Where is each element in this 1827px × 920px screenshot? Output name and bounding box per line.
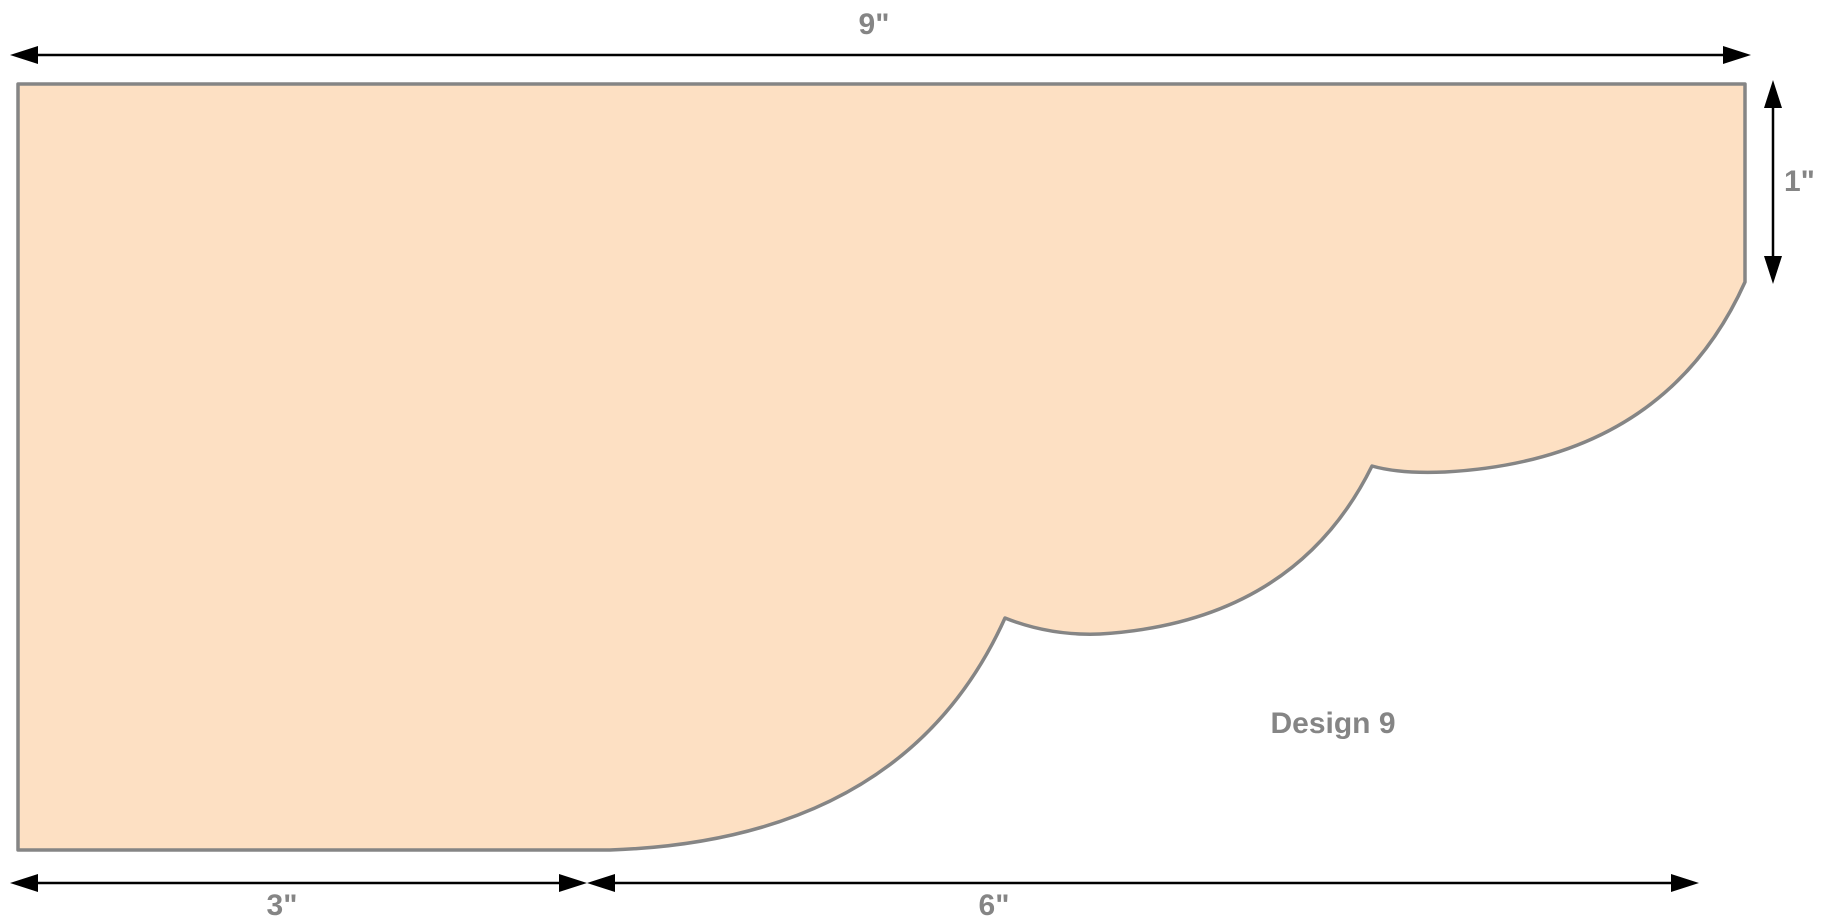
flat-bottom-label: 3" xyxy=(267,889,298,920)
design-title: Design 9 xyxy=(1270,707,1395,740)
arrow-left-icon xyxy=(587,874,615,892)
arrow-right-icon xyxy=(1723,46,1751,64)
arrow-right-icon xyxy=(1671,874,1699,892)
curved-span-dimension: 6" xyxy=(587,874,1699,920)
height-label: 1" xyxy=(1784,165,1815,198)
arrow-up-icon xyxy=(1764,80,1782,108)
arrow-left-icon xyxy=(10,46,38,64)
flat-bottom-dimension: 3" xyxy=(10,874,587,920)
arrow-right-icon xyxy=(559,874,587,892)
overall-width-label: 9" xyxy=(859,8,890,41)
corbel-shape xyxy=(16,82,1747,852)
curved-span-label: 6" xyxy=(979,889,1010,920)
overall-width-dimension: 9" xyxy=(10,8,1751,64)
height-dimension: 1" xyxy=(1764,80,1815,284)
arrow-left-icon xyxy=(10,874,38,892)
arrow-down-icon xyxy=(1764,256,1782,284)
